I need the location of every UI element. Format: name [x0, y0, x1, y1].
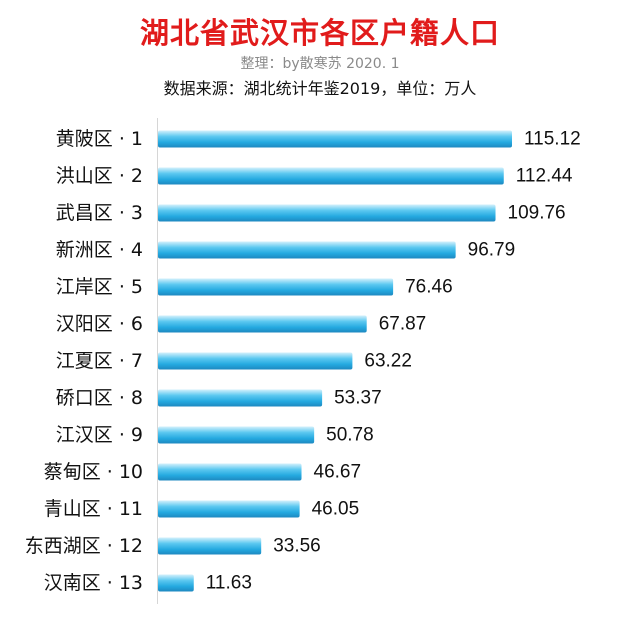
bar	[158, 130, 512, 148]
category-label: 硚口区 · 8	[56, 387, 143, 409]
value-label: 50.78	[326, 425, 374, 446]
value-label: 11.63	[206, 573, 252, 594]
category-label: 青山区 · 11	[44, 498, 143, 520]
category-label: 江岸区 · 5	[56, 276, 143, 298]
category-label: 江汉区 · 9	[56, 424, 143, 446]
value-label: 96.79	[468, 240, 516, 261]
chart-subtitle: 整理：by散寒苏 2020. 1	[240, 56, 400, 72]
value-label: 46.67	[314, 462, 362, 483]
value-label: 109.76	[508, 203, 566, 224]
chart-title: 湖北省武汉市各区户籍人口	[139, 16, 500, 50]
bar	[158, 315, 367, 333]
category-label: 汉阳区 · 6	[56, 313, 143, 335]
category-label: 蔡甸区 · 10	[44, 461, 143, 483]
bar	[158, 241, 456, 259]
bar	[158, 204, 496, 222]
value-label: 115.12	[524, 129, 581, 150]
value-label: 53.37	[334, 388, 382, 409]
data-source-note: 数据来源：湖北统计年鉴2019，单位：万人	[163, 79, 477, 98]
bar	[158, 500, 300, 518]
value-label: 63.22	[364, 351, 412, 372]
value-label: 33.56	[273, 536, 321, 557]
bar	[158, 574, 194, 592]
bar	[158, 537, 262, 555]
value-label: 67.87	[379, 314, 427, 335]
category-label: 东西湖区 · 12	[25, 535, 143, 557]
bar	[158, 167, 504, 185]
category-label: 洪山区 · 2	[56, 165, 143, 187]
category-label: 黄陂区 · 1	[56, 128, 143, 150]
category-label: 新洲区 · 4	[56, 239, 143, 261]
bar	[158, 352, 353, 370]
value-label: 112.44	[516, 166, 573, 187]
value-label: 46.05	[312, 499, 360, 520]
category-label: 武昌区 · 3	[56, 202, 143, 224]
bar	[158, 389, 323, 407]
bar	[158, 426, 315, 444]
value-label: 76.46	[405, 277, 453, 298]
category-label: 汉南区 · 13	[44, 572, 143, 594]
bar	[158, 463, 302, 481]
bar	[158, 278, 394, 296]
category-label: 江夏区 · 7	[56, 350, 143, 372]
